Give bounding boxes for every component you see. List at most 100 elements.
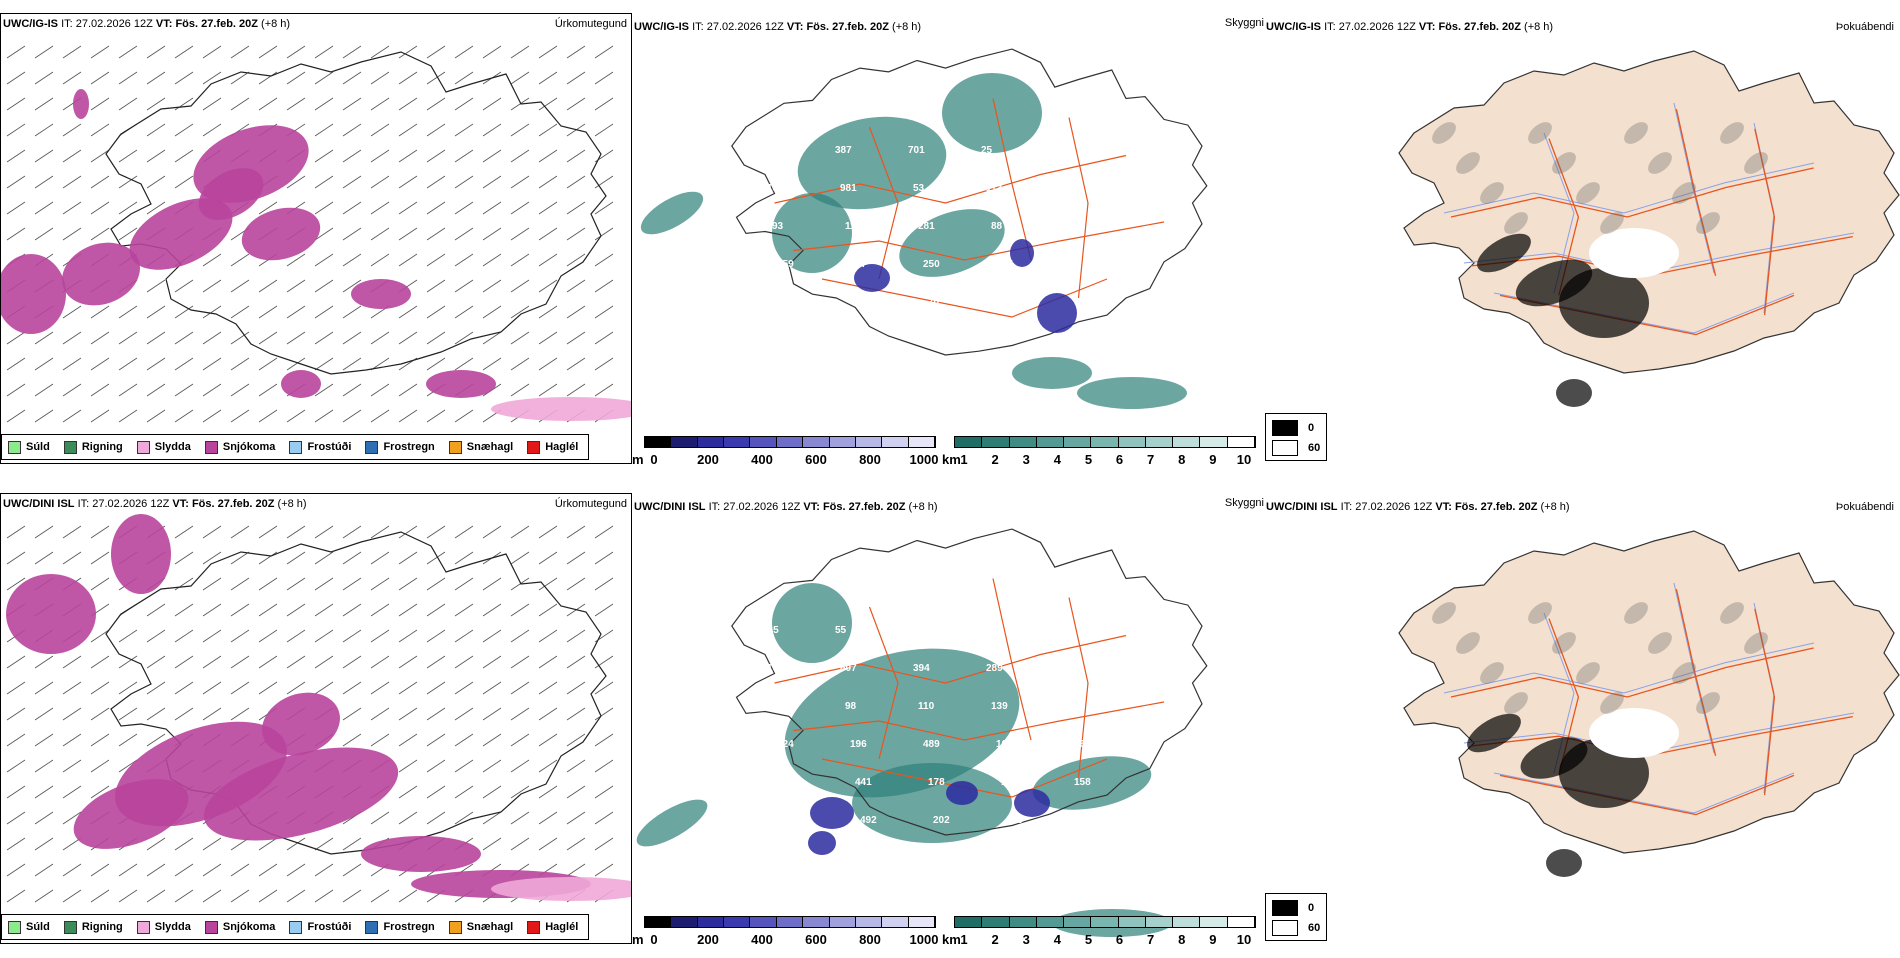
colorbar-tick: 0 (650, 452, 658, 467)
road-line (774, 154, 1127, 204)
wind-barb (594, 279, 614, 293)
wind-barb (566, 175, 586, 189)
wind-barb (6, 707, 26, 721)
wind-barb (370, 175, 390, 189)
wind-barb (342, 655, 362, 669)
legend-label: Rigning (81, 441, 123, 453)
wind-barb (398, 383, 418, 397)
legend-swatch (527, 440, 541, 454)
wind-barb (314, 45, 334, 59)
wind-barb (426, 201, 446, 215)
wind-barb (174, 149, 194, 163)
wind-barb (174, 357, 194, 371)
wind-barb (566, 305, 586, 319)
wind-barb (90, 863, 110, 877)
wind-barb (314, 201, 334, 215)
fog-streak (1480, 182, 1504, 204)
wind-barb (286, 97, 306, 111)
wind-barb (174, 603, 194, 617)
panel-header: UWC/IG-IS IT: 27.02.2026 12Z VT: Fös. 27… (1266, 21, 1553, 33)
wind-barb (118, 681, 138, 695)
wind-barb (90, 577, 110, 591)
wind-barb (286, 551, 306, 565)
wind-barb (594, 785, 614, 799)
cloud-base-label: 98 (845, 701, 857, 712)
wind-barb (426, 707, 446, 721)
model-name: UWC/DINI ISL (634, 501, 706, 513)
colorbar-unit: km (942, 452, 961, 467)
cloud-base-label: 159 (777, 259, 794, 270)
wind-barb (454, 681, 474, 695)
wind-barb (342, 305, 362, 319)
it-label: IT: (61, 18, 73, 30)
wind-barb (6, 71, 26, 85)
legend-label: Slydda (154, 921, 191, 933)
colorbar-tick: 4 (1053, 932, 1061, 947)
wind-barb (398, 577, 418, 591)
wind-barb (510, 759, 530, 773)
wind-barb (594, 305, 614, 319)
wind-barb (62, 655, 82, 669)
wind-barb (90, 655, 110, 669)
wind-barb (202, 525, 222, 539)
colorbar-unit: m (632, 932, 644, 947)
wind-barb (174, 175, 194, 189)
wind-barb (314, 603, 334, 617)
wind-barb (538, 123, 558, 137)
wind-barb (342, 97, 362, 111)
wind-barb (286, 331, 306, 345)
low-cloud-base-area (1014, 789, 1050, 817)
road-line (868, 606, 899, 760)
wind-barb (510, 71, 530, 85)
wind-barb (62, 759, 82, 773)
vt-value: Fös. 27.feb. 20Z (191, 498, 275, 510)
wind-barb (258, 551, 278, 565)
visibility-colorbar-bottom: km 1 2 3 4 5 6 7 8 9 10 (942, 916, 1267, 948)
colorbar-tick: 2 (991, 452, 999, 467)
cloud-base-label: 224 (777, 739, 794, 750)
wind-barb (594, 655, 614, 669)
cloud-visibility-panel-top: 636 387 701 25 242 187 981 53 113 2 93 118 281 88 20 15… (632, 13, 1264, 478)
wind-barb (34, 201, 54, 215)
wind-barb (202, 253, 222, 267)
wind-barb (566, 123, 586, 137)
wind-barb (482, 733, 502, 747)
precip-legend-item: Frostregn (365, 920, 435, 934)
wind-barb (146, 889, 166, 903)
wind-barb (202, 681, 222, 695)
wind-barb (342, 577, 362, 591)
wind-barb (426, 227, 446, 241)
legend-swatch (8, 920, 21, 934)
precip-type-panel-top: UWC/IG-IS IT: 27.02.2026 12Z VT: Fös. 27… (0, 13, 632, 464)
fog-streak (1480, 662, 1504, 684)
wind-barb (342, 357, 362, 371)
legend-swatch (527, 920, 541, 934)
colorbar-cell (1009, 437, 1037, 447)
wind-barb (342, 525, 362, 539)
wind-barb (342, 253, 362, 267)
wind-barb (510, 383, 530, 397)
wind-barb (286, 525, 306, 539)
colorbar-tick: 1000 (909, 452, 939, 467)
wind-barb (146, 279, 166, 293)
cloud-base-label: 336 (772, 701, 789, 712)
wind-barb (6, 759, 26, 773)
colorbar-cell (882, 917, 909, 927)
colorbar-cell (645, 917, 672, 927)
colorbar-swatches (644, 916, 936, 928)
legend-label: 60 (1308, 442, 1321, 454)
wind-barb (6, 97, 26, 111)
wind-barb (482, 45, 502, 59)
wind-barb (454, 603, 474, 617)
wind-barb (202, 551, 222, 565)
wind-barb (90, 759, 110, 773)
wind-barb (34, 551, 54, 565)
wind-barb (202, 603, 222, 617)
wind-barb (202, 889, 222, 903)
wind-barb (118, 383, 138, 397)
wind-barb (342, 175, 362, 189)
wind-barb (398, 733, 418, 747)
colorbar-tick: 600 (805, 452, 827, 467)
colorbar-tick: 8 (1178, 452, 1186, 467)
wind-barb (118, 305, 138, 319)
